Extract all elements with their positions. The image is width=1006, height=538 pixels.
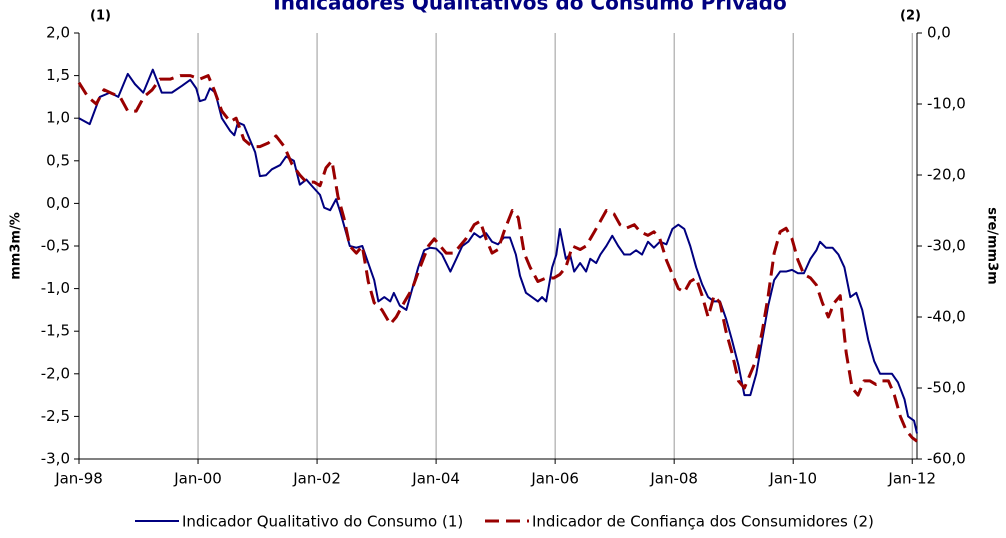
y2-tick-label: -40,0 [927,308,966,326]
y-tick-label: 0,0 [46,194,70,212]
chart-title: Indicadores Qualitativos do Consumo Priv… [273,0,786,15]
y-tick-label: 1,5 [46,66,70,84]
x-tick-label: Jan-04 [411,470,460,488]
x-tick-label: Jan-98 [54,470,103,488]
legend-label: Indicador de Confiança dos Consumidores … [532,513,874,531]
y2-axis-label: sre/mm3m [985,207,1000,284]
x-tick-label: Jan-10 [768,470,817,488]
legend-label: Indicador Qualitativo do Consumo (1) [182,513,463,531]
series-line [78,68,918,434]
y-tick-label: -0,5 [41,237,70,255]
y-tick-label: -3,0 [41,450,70,468]
y2-tick-label: -30,0 [927,237,966,255]
y-tick-label: -1,5 [41,322,70,340]
x-tick-label: Jan-00 [173,470,222,488]
y-tick-label: -2,5 [41,407,70,425]
x-tick-label: Jan-02 [292,470,341,488]
y-axis-label: mm3m/% [9,212,24,279]
left-axis-note: (1) [90,9,111,24]
y-tick-label: -2,0 [41,364,70,382]
x-tick-label: Jan-12 [887,470,936,488]
y-tick-label: 0,5 [46,151,70,169]
y2-tick-label: -20,0 [927,166,966,184]
y2-tick-label: 0,0 [927,24,951,42]
y2-tick-label: -10,0 [927,95,966,113]
series-line [77,74,918,443]
x-tick-label: Jan-06 [530,470,579,488]
y2-tick-label: -50,0 [927,379,966,397]
y2-tick-label: -60,0 [927,450,966,468]
y-tick-label: 2,0 [46,24,70,42]
y-tick-label: -1,0 [41,279,70,297]
x-tick-label: Jan-08 [649,470,698,488]
y-tick-label: 1,0 [46,109,70,127]
right-axis-note: (2) [900,9,921,24]
